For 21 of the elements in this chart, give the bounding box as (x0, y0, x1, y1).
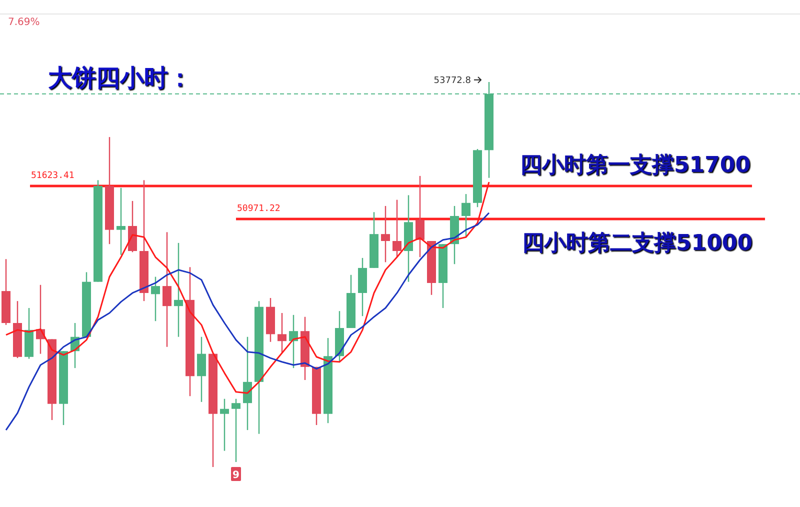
candlestick (174, 242, 183, 338)
annotation: 四小时第二支撑51000 (522, 231, 753, 256)
candlestick (197, 336, 206, 403)
annotation: 53772.8 (434, 76, 471, 86)
candlestick (278, 312, 286, 354)
annotation: 50971.22 (237, 204, 280, 214)
candlestick (162, 232, 172, 348)
candlestick (462, 193, 470, 238)
annotation: 51623.41 (31, 170, 74, 181)
candlestick (416, 175, 424, 258)
annotation: 7.69% (8, 17, 40, 28)
candlestick (220, 398, 229, 452)
title: 大饼四小时： (48, 63, 192, 92)
candlestick (151, 276, 160, 322)
candlestick (381, 205, 390, 263)
candlestick (116, 187, 126, 256)
annotation: 四小时第一支撑51700 (520, 153, 751, 178)
candlestick (392, 199, 402, 258)
annotation: 9 (231, 467, 241, 481)
candlestick (232, 398, 240, 463)
candlestick (243, 336, 252, 431)
